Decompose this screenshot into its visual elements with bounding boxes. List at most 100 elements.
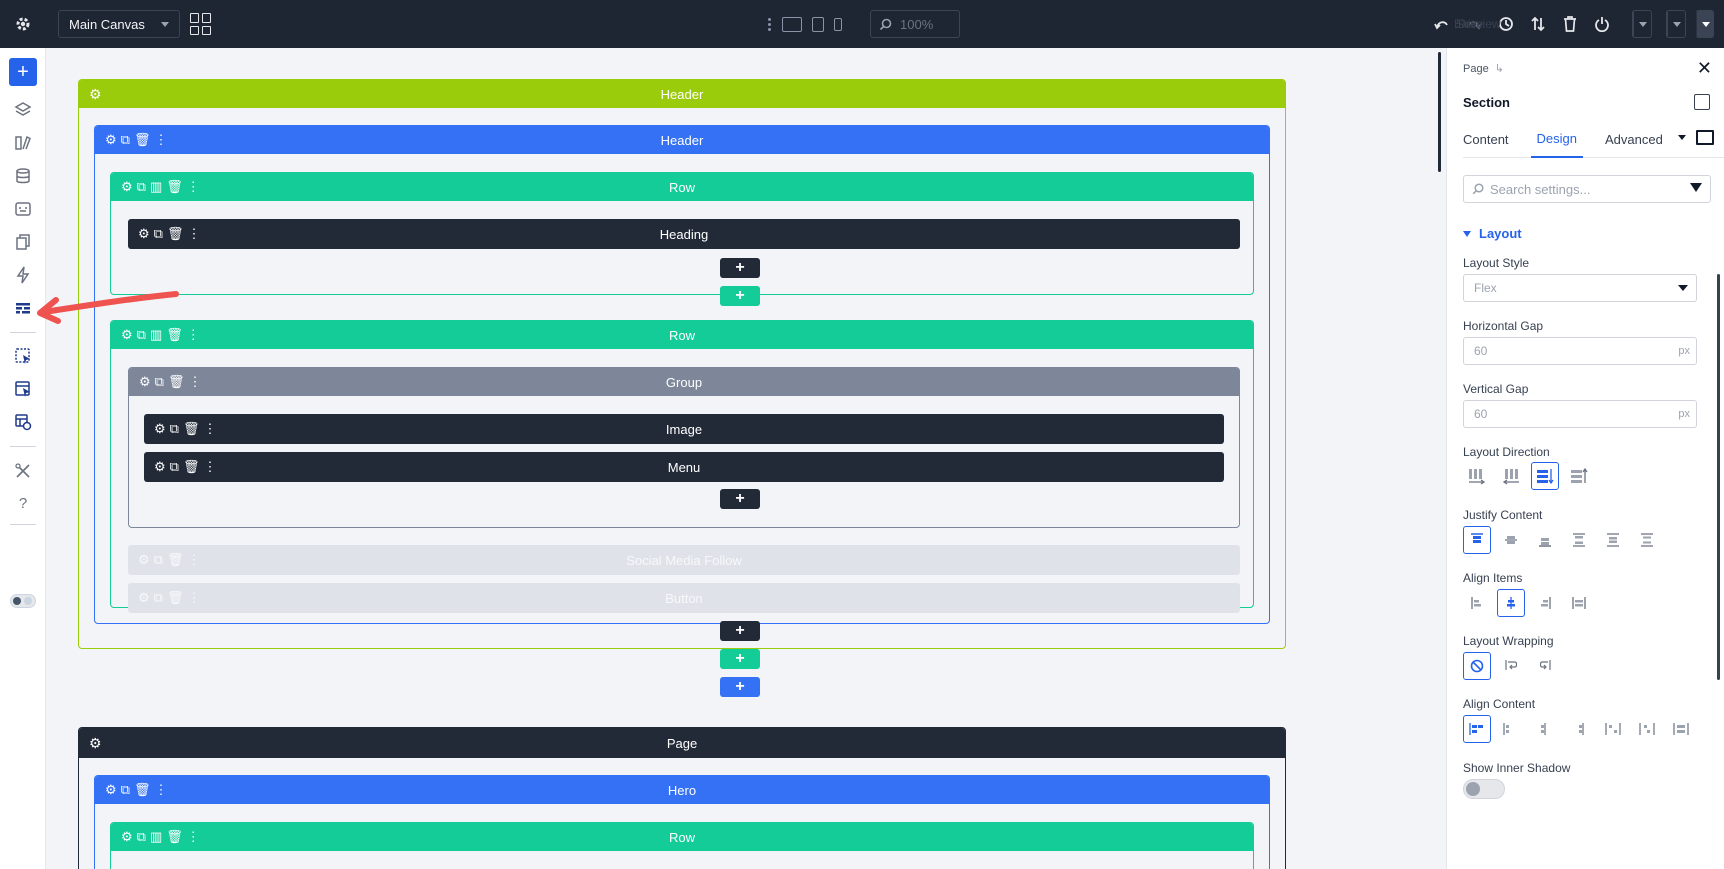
row-bar[interactable]: ⚙ ⧉ ▥ 🗑 ⋮ Row <box>111 823 1253 851</box>
row-hero[interactable]: ⚙ ⧉ ▥ 🗑 ⋮ Row <box>110 822 1254 869</box>
more-vertical-icon[interactable]: ⋮ <box>186 829 200 844</box>
justify-space-around-icon[interactable] <box>1599 526 1627 554</box>
exit-dropdown[interactable] <box>1633 11 1651 37</box>
settings-gear-icon[interactable]: ⚙ <box>154 459 166 474</box>
loop-builder-icon[interactable] <box>9 408 37 436</box>
help-icon[interactable]: ? <box>18 494 28 512</box>
more-vertical-icon[interactable]: ⋮ <box>187 552 201 567</box>
mode-toggle[interactable] <box>10 594 36 608</box>
align-end-icon[interactable] <box>1531 589 1559 617</box>
phone-view-icon[interactable] <box>834 17 842 31</box>
duplicate-icon[interactable]: ⧉ <box>169 421 179 436</box>
container-header[interactable]: ⚙ ⧉ 🗑 ⋮ Header <box>94 125 1270 624</box>
redo-icon[interactable] <box>1458 0 1490 48</box>
duplicate-icon[interactable]: ⧉ <box>120 132 130 147</box>
settings-gear-icon[interactable]: ⚙ <box>139 374 151 389</box>
horizontal-gap-input[interactable]: 60 px <box>1463 337 1697 365</box>
vertical-gap-input[interactable]: 60 px <box>1463 400 1697 428</box>
settings-gear-icon[interactable]: ⚙ <box>138 552 150 567</box>
section-header[interactable]: ⚙ Header <box>78 79 1286 649</box>
trash-icon[interactable]: 🗑 <box>166 179 183 194</box>
tab-content[interactable]: Content <box>1463 132 1509 147</box>
more-vertical-icon[interactable]: ⋮ <box>186 179 200 194</box>
row-bar[interactable]: ⚙ ⧉ ▥ 🗑 ⋮ Row <box>111 321 1253 349</box>
trash-icon[interactable]: 🗑 <box>182 421 200 436</box>
duplicate-icon[interactable]: ⧉ <box>120 782 130 797</box>
direction-row-icon[interactable] <box>1463 462 1491 490</box>
design-library-icon[interactable] <box>9 129 37 157</box>
direction-row-reverse-icon[interactable] <box>1497 462 1525 490</box>
template-builder-icon[interactable] <box>9 375 37 403</box>
more-vertical-icon[interactable]: ⋮ <box>154 782 168 797</box>
container-hero[interactable]: ⚙ ⧉ 🗑 ⋮ Hero <box>94 775 1270 869</box>
container-header-bar[interactable]: ⚙ ⧉ 🗑 ⋮ Header <box>95 126 1269 154</box>
close-icon[interactable]: ✕ <box>1696 58 1712 78</box>
breadcrumb-page[interactable]: Page <box>1463 62 1489 75</box>
settings-gear-icon[interactable]: ⚙ <box>105 782 117 797</box>
duplicate-icon[interactable]: ⧉ <box>153 590 163 605</box>
wrap-icon[interactable] <box>1497 652 1525 680</box>
align-stretch-icon[interactable] <box>1565 589 1593 617</box>
no-wrap-icon[interactable] <box>1463 652 1491 680</box>
save-dropdown[interactable] <box>1696 10 1714 38</box>
settings-gear-icon[interactable]: ⚙ <box>89 734 102 751</box>
more-vertical-icon[interactable]: ⋮ <box>187 226 201 241</box>
duplicate-icon[interactable]: ⧉ <box>169 459 179 474</box>
lightning-icon[interactable] <box>9 261 37 289</box>
more-vertical-icon[interactable]: ⋮ <box>188 374 202 389</box>
preview-dropdown[interactable] <box>1667 11 1685 37</box>
add-module-button[interactable]: + <box>720 258 760 278</box>
more-vertical-icon[interactable]: ⋮ <box>203 459 217 474</box>
more-vertical-icon[interactable] <box>768 17 772 31</box>
align-content-end-icon[interactable] <box>1531 715 1559 743</box>
direction-column-reverse-icon[interactable] <box>1565 462 1593 490</box>
add-module-button[interactable]: + <box>720 489 760 509</box>
add-element-button[interactable]: + <box>9 58 37 86</box>
duplicate-icon[interactable]: ⧉ <box>153 226 163 241</box>
layout-group-toggle[interactable]: Layout <box>1463 226 1522 241</box>
exit-button[interactable]: Exit <box>1454 10 1652 38</box>
desktop-view-icon[interactable] <box>782 16 802 32</box>
settings-gear-icon[interactable]: ⚙ <box>138 226 150 241</box>
columns-icon[interactable]: ▥ <box>149 179 163 194</box>
align-content-start-icon[interactable] <box>1463 715 1491 743</box>
module-heading[interactable]: ⚙ ⧉ 🗑 ⋮ Heading <box>128 219 1240 249</box>
add-row-button[interactable]: + <box>720 649 760 669</box>
trash-icon[interactable]: 🗑 <box>167 374 185 389</box>
settings-gear-icon[interactable]: ⚙ <box>121 829 133 844</box>
align-content-stretch-icon[interactable] <box>1667 715 1695 743</box>
undo-icon[interactable] <box>1426 0 1458 48</box>
add-module-button[interactable]: + <box>720 621 760 641</box>
settings-gear-icon[interactable]: ⚙ <box>154 421 166 436</box>
justify-end-icon[interactable] <box>1531 526 1559 554</box>
section-page[interactable]: ⚙ Page <box>78 727 1286 869</box>
section-header-bar[interactable]: ⚙ Header <box>79 80 1285 108</box>
tab-advanced[interactable]: Advanced <box>1605 132 1663 147</box>
preset-icon[interactable] <box>1694 94 1710 110</box>
tab-design[interactable]: Design <box>1530 122 1584 158</box>
database-icon[interactable] <box>9 162 37 190</box>
add-row-button[interactable]: + <box>720 286 760 306</box>
align-start-icon[interactable] <box>1463 589 1491 617</box>
panel-scrollbar[interactable] <box>1717 274 1720 680</box>
duplicate-icon[interactable]: ⧉ <box>154 374 164 389</box>
canvas-scrollbar[interactable] <box>1438 52 1441 172</box>
trash-icon[interactable]: 🗑 <box>166 590 184 605</box>
align-content-between-icon[interactable] <box>1565 715 1593 743</box>
more-vertical-icon[interactable]: ⋮ <box>187 590 201 605</box>
expand-panel-icon[interactable] <box>1696 130 1714 145</box>
settings-gear-icon[interactable]: ⚙ <box>105 132 117 147</box>
trash-icon[interactable]: 🗑 <box>133 782 151 797</box>
layout-style-select[interactable]: Flex <box>1463 274 1697 302</box>
align-content-center-icon[interactable] <box>1497 715 1525 743</box>
trash-icon[interactable]: 🗑 <box>166 552 184 567</box>
columns-icon[interactable]: ▥ <box>149 829 163 844</box>
trash-icon[interactable]: 🗑 <box>166 829 183 844</box>
container-hero-bar[interactable]: ⚙ ⧉ 🗑 ⋮ Hero <box>95 776 1269 804</box>
add-container-button[interactable]: + <box>720 677 760 697</box>
settings-gear-icon[interactable]: ⚙ <box>89 85 102 102</box>
more-vertical-icon[interactable]: ⋮ <box>186 327 200 342</box>
duplicate-icon[interactable]: ⧉ <box>136 179 146 194</box>
duplicate-icon[interactable]: ⧉ <box>153 552 163 567</box>
theme-builder-icon[interactable] <box>9 342 37 370</box>
